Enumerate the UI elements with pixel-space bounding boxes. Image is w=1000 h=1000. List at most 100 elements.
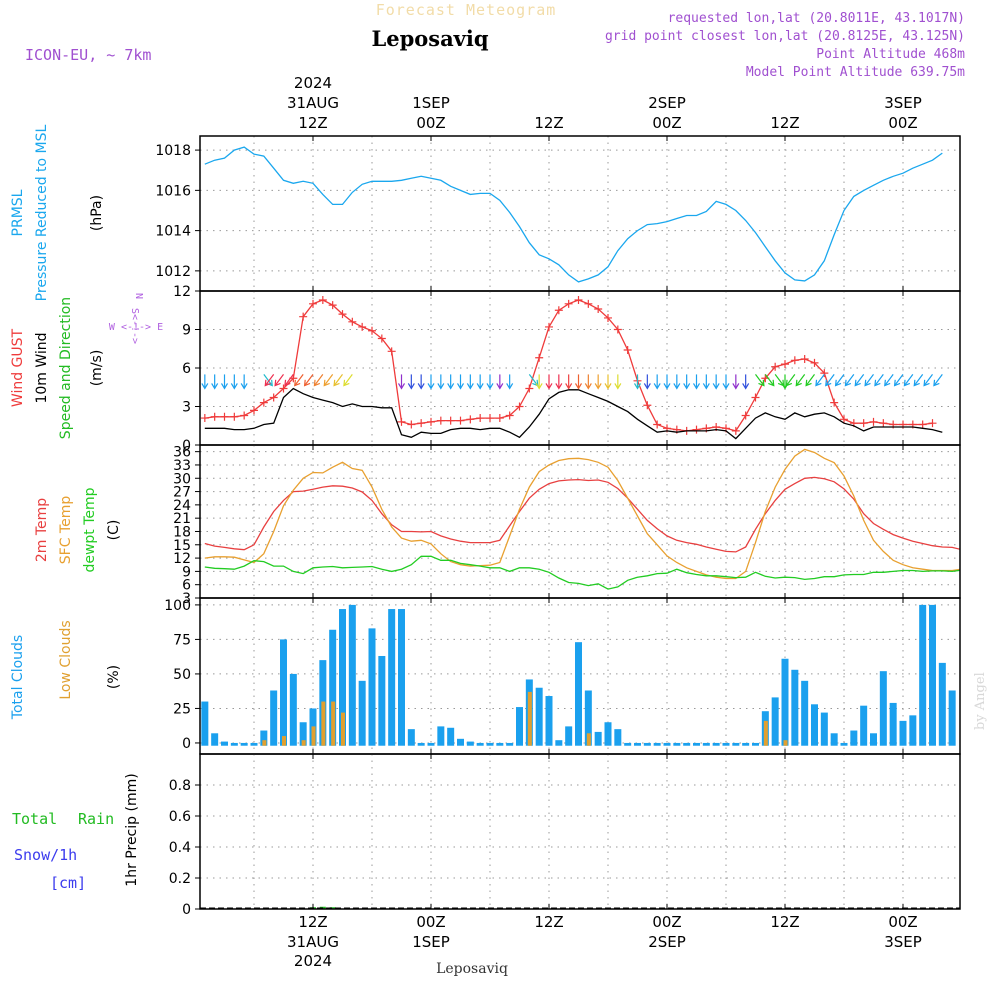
total-cloud-bar [289, 673, 297, 746]
top-time-axis: 2024 31AUG 12Z 1SEP 00Z 12Z 2SEP 00Z 12Z 3SEP 00Z [287, 74, 922, 132]
model-label: ICON-EU, ~ 7km [25, 46, 151, 64]
precip-ytick-label: 0 [182, 902, 191, 918]
total-cloud-bar [280, 639, 287, 746]
gust-marker [299, 312, 308, 321]
wind-dir-arrow [263, 374, 273, 386]
snow-unit-label: [cm] [50, 874, 86, 892]
bottom-time-label: 31AUG [287, 933, 339, 951]
wind-dir-arrowhead [722, 383, 730, 390]
wind-dir-arrowhead [795, 379, 802, 387]
total-cloud-bar [555, 740, 563, 746]
clouds-ytick-label: 100 [164, 598, 191, 614]
wind-dir-arrowhead [834, 379, 842, 387]
wind-dir-arrow [343, 374, 353, 386]
total-cloud-bar [457, 738, 464, 746]
gust-marker [427, 417, 435, 426]
total-rain-label: Total [12, 810, 57, 828]
gust-marker [741, 411, 750, 420]
wind-dir-arrowhead [815, 379, 822, 387]
top-time-label: 00Z [416, 114, 445, 132]
total-cloud-bar [221, 741, 228, 746]
wind-dir-arrowhead [844, 379, 852, 387]
pressure-plot [204, 146, 943, 283]
total-cloud-bar [388, 609, 396, 746]
bottom-time-label: 12Z [298, 913, 327, 931]
total-cloud-bar [506, 742, 514, 746]
low-cloud-bar [586, 733, 591, 746]
total-cloud-bar [929, 604, 936, 746]
gust-marker [643, 401, 652, 410]
gust-marker [417, 419, 426, 428]
total-cloud-bar [516, 707, 523, 746]
wind-dir-arrowhead [785, 379, 793, 387]
wind-dir-arrowhead [333, 379, 340, 387]
temp-ytick-label: 30 [173, 471, 191, 487]
rain-bar [329, 907, 336, 909]
pressure-ytick-label: 1014 [155, 224, 191, 240]
wind-dir-arrowhead [653, 383, 661, 390]
total-cloud-bar [358, 680, 366, 746]
wind-dir-arrowhead [313, 379, 321, 387]
total-cloud-bar [476, 742, 484, 746]
gust-marker [564, 299, 573, 308]
wind-dir-arrowhead [574, 383, 583, 390]
wind-unit-label: (m/s) [89, 350, 105, 387]
wind-dir-arrowhead [805, 379, 812, 387]
temp-series-2 [204, 555, 960, 590]
gust-marker [879, 419, 888, 428]
wind-dir-label: Speed and Direction [58, 297, 74, 439]
pressure-series-0 [204, 146, 943, 283]
clouds-ytick-label: 25 [173, 701, 191, 717]
total-cloud-bar [230, 742, 238, 746]
prmsl-label: PRMSL [10, 189, 26, 236]
top-time-label: 12Z [298, 114, 327, 132]
wind-dir-arrow [894, 374, 904, 386]
temp-ytick-label: 12 [173, 551, 191, 567]
total-cloud-bar [840, 742, 848, 746]
wind-dir-arrowhead [476, 383, 484, 390]
wind-dir-arrow [795, 374, 806, 386]
wind-dir-arrowhead [274, 379, 281, 387]
wind-dir-arrowhead [220, 383, 229, 390]
total-cloud-bar [820, 712, 828, 746]
wind-ytick-label: 0 [182, 438, 191, 454]
total-cloud-bar [604, 722, 612, 746]
temp-ytick-label: 15 [173, 538, 191, 554]
wind-dir-arrow [933, 374, 943, 386]
wind-dir-arrow [785, 374, 796, 386]
total-cloud-bar [486, 742, 494, 746]
wind-dir-arrowhead [447, 383, 455, 390]
total-cloud-bar [545, 696, 553, 746]
total-cloud-bar [693, 742, 700, 746]
total-cloud-bar [781, 658, 789, 746]
total-cloud-bar [673, 742, 681, 746]
precip-labels: Total Rain Snow/1h [cm] 1hr Precip (mm) [12, 773, 140, 892]
bottom-time-label: 1SEP [412, 933, 450, 951]
wind-dir-arrow [264, 374, 275, 386]
wind-dir-arrow [284, 374, 294, 386]
total-cloud-bar [712, 742, 720, 746]
total-cloud-bar [575, 642, 582, 746]
wind-dir-arrowhead [486, 383, 494, 390]
precip-ytick-label: 0.4 [169, 840, 191, 856]
gust-marker [328, 301, 337, 310]
temp-ytick-label: 18 [173, 524, 191, 540]
wind-dir-arrow [874, 374, 884, 386]
wind-dir-arrowhead [594, 383, 602, 390]
snow-label: Snow/1h [14, 846, 77, 864]
total-cloud-bar [378, 655, 386, 746]
pressure-ytick-label: 1016 [155, 183, 191, 199]
gust-marker [918, 420, 927, 429]
gust-marker [309, 299, 317, 308]
wind-dir-arrowhead [506, 383, 514, 390]
wind-dir-arrowhead [284, 379, 291, 387]
wind-panel: 0 3 6 9 12 [173, 284, 961, 454]
total-cloud-bar [771, 697, 779, 746]
pressure-ytick-label: 1018 [155, 143, 191, 159]
gust-marker [525, 384, 534, 393]
gust-marker [200, 414, 209, 423]
wind-dir-arrowhead [758, 379, 765, 387]
wind-dir-arrowhead [466, 383, 474, 390]
wind-dir-arrowhead [264, 379, 271, 387]
wind-dir-arrow [815, 374, 825, 386]
